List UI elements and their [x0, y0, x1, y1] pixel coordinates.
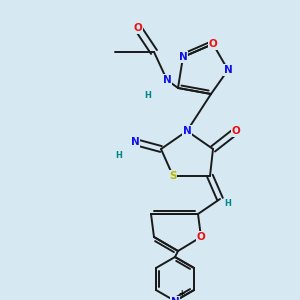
- Text: H: H: [145, 92, 152, 100]
- Text: O: O: [196, 232, 206, 242]
- Text: O: O: [208, 39, 217, 49]
- Text: N: N: [183, 126, 191, 136]
- Text: N: N: [130, 137, 140, 147]
- Text: O: O: [134, 23, 142, 33]
- Text: N: N: [178, 52, 188, 62]
- Text: H: H: [116, 152, 122, 160]
- Text: O: O: [232, 126, 240, 136]
- Text: N: N: [163, 75, 171, 85]
- Text: +: +: [178, 290, 184, 298]
- Text: N: N: [171, 297, 179, 300]
- Text: H: H: [225, 200, 231, 208]
- Text: S: S: [169, 171, 177, 181]
- Text: N: N: [224, 65, 232, 75]
